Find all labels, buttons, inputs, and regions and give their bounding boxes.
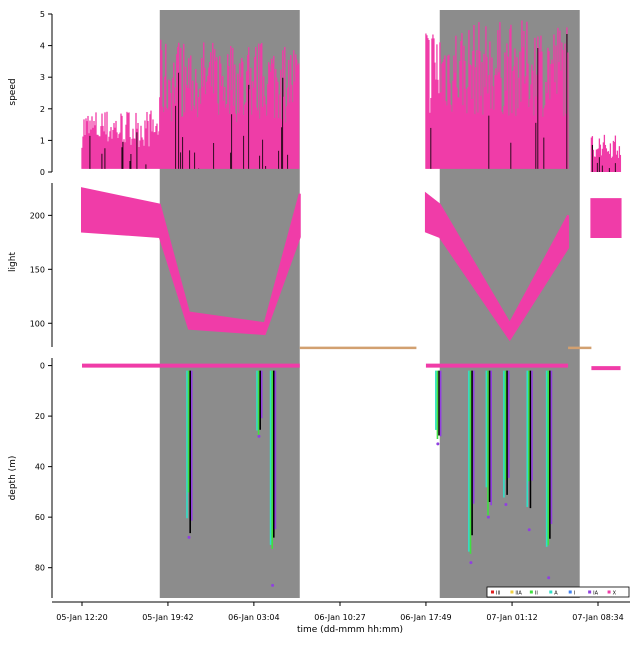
legend-swatch: [568, 590, 572, 594]
light-band-0: [81, 187, 301, 336]
y-tick-label: 200: [30, 211, 45, 220]
dive-5: [485, 370, 493, 519]
dive-bottom-point: [504, 503, 508, 507]
y-tick-label: 150: [30, 265, 45, 274]
y-tick-label: 40: [35, 463, 45, 472]
x-tick-label: 06-Jan 03:04: [228, 613, 279, 622]
y-tick-label: 5: [40, 10, 45, 19]
dive-bottom-point: [547, 576, 551, 580]
legend-swatch: [588, 590, 592, 594]
data-layer: [81, 20, 622, 587]
x-tick-label: 05-Jan 19:42: [142, 613, 193, 622]
dive-bottom-point: [527, 528, 531, 532]
y-tick-label: 3: [40, 73, 45, 82]
dive-4: [468, 370, 475, 565]
legend: III IIA II A I IA X: [486, 586, 630, 598]
y-tick-label: 1: [40, 136, 45, 145]
x-tick-label: 07-Jan 01:12: [486, 613, 537, 622]
legend-swatch: [607, 590, 611, 594]
y-axis-title-speed: speed: [8, 78, 18, 105]
dive-bottom-point: [187, 535, 191, 539]
dive-bottom-point: [271, 583, 275, 587]
dive-bottom-point: [469, 561, 473, 565]
dive-3: [435, 370, 442, 446]
legend-swatch: [510, 590, 514, 594]
x-tick-label: 05-Jan 12:20: [56, 613, 107, 622]
dive-1: [256, 370, 263, 438]
x-tick-label: 06-Jan 17:49: [400, 613, 451, 622]
y-tick-label: 80: [35, 564, 45, 573]
y-axis-title-depth: depth (m): [8, 456, 18, 501]
dive-bottom-point: [436, 442, 440, 446]
legend-label: X: [613, 591, 617, 597]
y-tick-label: 100: [30, 319, 45, 328]
legend-swatch: [549, 590, 553, 594]
legend-box: [486, 586, 630, 598]
legend-swatch: [529, 590, 533, 594]
legend-swatch: [491, 590, 494, 594]
x-tick-label: 07-Jan 08:34: [572, 613, 623, 622]
y-tick-label: 20: [35, 412, 45, 421]
dive-8: [545, 370, 553, 580]
legend-label: A: [554, 591, 558, 597]
y-tick-label: 4: [40, 42, 45, 51]
speed-segment-2: [425, 20, 569, 169]
light-band-2: [590, 198, 622, 238]
legend-label: IIA: [515, 591, 522, 597]
dive-bottom-point: [257, 434, 261, 438]
y-tick-label: 0: [40, 168, 45, 177]
light-band-1: [424, 191, 570, 342]
dive-0: [186, 370, 193, 539]
y-tick-label: 2: [40, 105, 45, 114]
speed-segment-1: [159, 39, 300, 169]
legend-label: II: [535, 591, 538, 597]
y-tick-label: 0: [40, 362, 45, 371]
legend-label: III: [496, 591, 500, 597]
dive-bottom-point: [486, 515, 490, 519]
legend-label: IA: [593, 591, 598, 597]
y-axis-title-light: light: [8, 252, 18, 272]
x-tick-label: 06-Jan 10:27: [314, 613, 365, 622]
y-tick-label: 60: [35, 513, 45, 522]
speed-segment-3: [590, 134, 622, 172]
speed-segment-0: [81, 110, 160, 169]
legend-label: I: [574, 591, 575, 597]
dive-2: [269, 370, 277, 587]
dive-6: [503, 370, 510, 507]
x-axis-title: time (dd-mmm hh:mm): [297, 625, 403, 635]
dive-7: [526, 370, 533, 532]
axes-layer: 0 1 2 3 4 5 100 150 200 0 20 40 60 80 05-Jan 12:20 05-J…: [30, 10, 630, 622]
